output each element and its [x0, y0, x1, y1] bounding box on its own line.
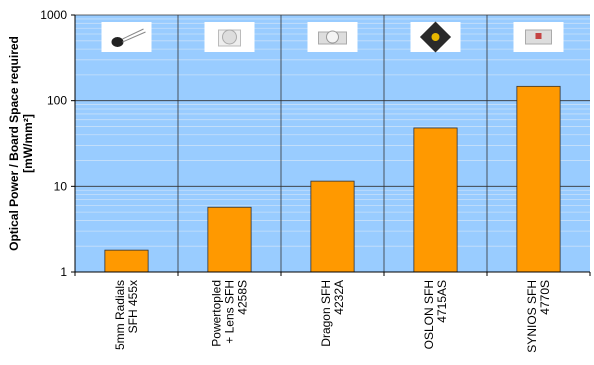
x-tick-label-line: Powertopled — [210, 280, 224, 347]
y-axis-title-line: [mW/mm²] — [21, 114, 35, 173]
x-tick-label: 5mm RadialsSFH 455x — [113, 280, 140, 350]
led-die — [431, 33, 440, 41]
y-axis-title: Optical Power / Board Space required[mW/… — [7, 36, 35, 251]
x-tick-label-line: 4232A — [332, 280, 346, 315]
bar — [516, 85, 561, 273]
x-tick-label: Dragon SFH4232A — [319, 280, 346, 347]
x-tick-label-line: OSLON SFH — [422, 280, 436, 349]
y-tick-labels: 1 10 100 1000 — [40, 8, 67, 279]
x-tick-label: OSLON SFH4715AS — [422, 280, 449, 349]
led-die — [535, 33, 542, 39]
x-tick-label-line: + Lens SFH — [223, 280, 237, 344]
x-tick-label-line: 5mm Radials — [113, 280, 127, 350]
led-lead — [122, 28, 144, 40]
led-lead — [122, 31, 146, 43]
x-tick-label: SYNIOS SFH4770S — [525, 280, 552, 353]
x-tick-label-line: Dragon SFH — [319, 280, 333, 347]
x-tick-label: Powertopled+ Lens SFH4258S — [210, 280, 250, 347]
bar — [413, 127, 458, 273]
x-tick-labels: 5mm RadialsSFH 455x Powertopled+ Lens SFH… — [113, 280, 552, 353]
y-tick-label: 100 — [47, 94, 67, 108]
led-lens — [326, 30, 339, 44]
oslon-led-icon — [410, 21, 461, 53]
x-tick-label-line: SFH 455x — [126, 280, 140, 333]
y-tick-label: 10 — [54, 179, 68, 193]
x-tick-label-line: 4770S — [538, 280, 552, 315]
bar — [104, 249, 149, 273]
category-dividers — [177, 15, 488, 272]
radial-led-icon — [101, 22, 152, 52]
synios-led-icon — [513, 22, 564, 52]
powertopled-lens-icon — [204, 22, 255, 52]
x-tick-label-line: 4258S — [236, 280, 250, 315]
led-dome — [111, 37, 124, 47]
y-axis-label: Optical Power / Board Space required[mW/… — [7, 36, 35, 251]
x-tick-label-line: 4715AS — [435, 280, 449, 323]
y-axis-title-line: Optical Power / Board Space required — [7, 36, 21, 251]
product-images — [101, 21, 564, 53]
bar — [207, 206, 252, 273]
led-lens — [222, 29, 237, 45]
y-tick-label: 1 — [60, 265, 67, 279]
axes — [71, 14, 591, 276]
y-tick-label: 1000 — [40, 8, 67, 22]
dragon-led-icon — [307, 22, 358, 52]
bars — [104, 85, 561, 273]
x-tick-label-line: SYNIOS SFH — [525, 280, 539, 353]
bar — [310, 180, 355, 273]
